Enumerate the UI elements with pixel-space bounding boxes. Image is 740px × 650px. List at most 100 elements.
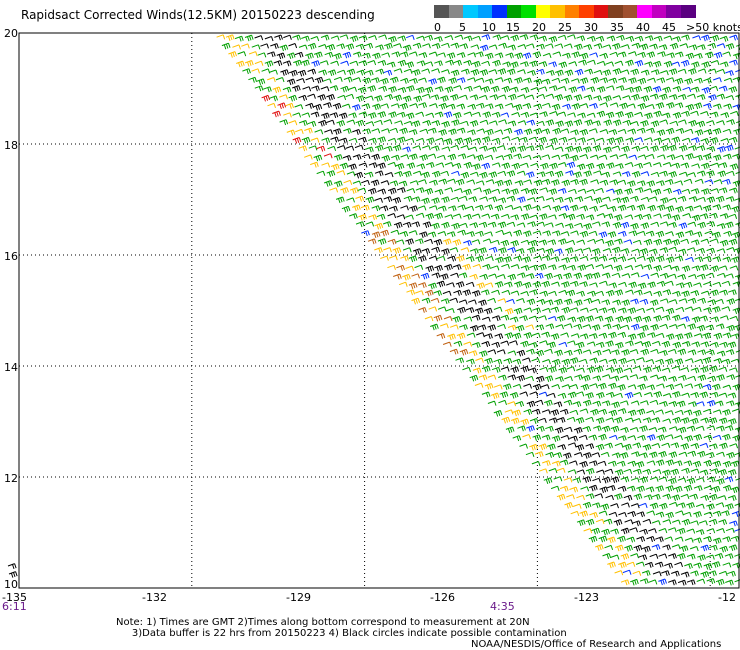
colorbar-segment: [666, 5, 681, 18]
wind-barb: [661, 367, 671, 373]
wind-barb: [380, 103, 389, 109]
wind-barb: [454, 34, 464, 40]
wind-barb: [490, 213, 500, 220]
wind-barb: [717, 495, 727, 501]
wind-barb: [522, 281, 532, 289]
wind-barb: [588, 230, 598, 236]
wind-barb: [677, 477, 687, 483]
wind-barb: [609, 154, 619, 160]
wind-barb: [564, 69, 574, 77]
wind-barb: [557, 444, 567, 450]
wind-barb: [374, 222, 384, 230]
wind-barb: [346, 119, 356, 125]
wind-barb: [484, 204, 494, 211]
wind-barb: [316, 170, 326, 176]
wind-barb: [625, 86, 634, 93]
wind-barb: [706, 221, 716, 228]
wind-barb: [648, 196, 658, 202]
wind-barb: [481, 213, 491, 219]
wind-barb: [323, 153, 333, 159]
wind-barb: [520, 188, 530, 194]
wind-barb: [601, 528, 610, 536]
wind-barb: [625, 340, 634, 347]
wind-barb: [416, 35, 425, 41]
wind-barb: [430, 94, 440, 101]
wind-barb: [668, 299, 678, 305]
wind-barb: [634, 111, 643, 118]
wind-barb: [462, 289, 471, 296]
wind-barb: [696, 145, 706, 152]
wind-barb: [263, 86, 272, 93]
wind-barb: [538, 443, 548, 451]
wind-barb: [653, 213, 662, 219]
wind-barb: [725, 43, 735, 50]
wind-barb: [536, 68, 545, 75]
wind-barb: [567, 316, 577, 323]
wind-barb: [528, 136, 538, 142]
wind-barb: [683, 409, 693, 416]
wind-barb: [527, 221, 536, 228]
wind-barb: [691, 61, 700, 69]
wind-barb: [589, 52, 599, 58]
wind-barb: [388, 36, 397, 43]
wind-barb: [514, 128, 523, 136]
wind-barb: [693, 231, 703, 238]
wind-barb: [302, 86, 312, 92]
wind-barb: [592, 477, 601, 483]
wind-barb: [660, 144, 669, 152]
wind-barb: [716, 528, 725, 534]
wind-barb: [374, 119, 383, 125]
wind-barb: [734, 274, 740, 281]
wind-barb: [538, 263, 547, 271]
wind-barb: [628, 281, 637, 289]
wind-barb: [471, 239, 481, 245]
wind-barb: [688, 196, 698, 203]
wind-barb: [351, 104, 361, 111]
wind-barb: [557, 111, 567, 117]
wind-barb: [642, 545, 651, 553]
wind-barb: [531, 408, 541, 415]
wind-barb: [382, 221, 392, 228]
wind-barb: [719, 213, 729, 219]
wind-barb: [636, 255, 646, 261]
wind-barb: [446, 282, 455, 288]
wind-barb: [636, 307, 646, 313]
wind-barb: [733, 52, 740, 60]
wind-barb: [455, 281, 465, 288]
wind-barb: [456, 332, 466, 340]
wind-barb: [631, 93, 640, 101]
wind-barb: [444, 264, 453, 271]
wind-barb: [411, 196, 421, 203]
wind-barb: [655, 306, 665, 312]
wind-barb: [463, 240, 472, 246]
wind-barb: [337, 69, 346, 75]
wind-barb: [520, 87, 530, 93]
wind-barb: [666, 154, 676, 161]
wind-barb: [497, 274, 506, 280]
wind-barb: [714, 400, 724, 407]
wind-barb: [557, 34, 567, 40]
wind-barb: [368, 35, 377, 41]
wind-barb: [684, 128, 694, 134]
wind-barb: [691, 265, 701, 272]
wind-barb: [703, 103, 712, 109]
wind-barb: [504, 204, 514, 211]
wind-barb: [684, 435, 694, 442]
wind-barb: [600, 503, 610, 511]
wind-barb: [652, 60, 662, 68]
wind-barb: [704, 230, 714, 236]
wind-barb: [374, 95, 383, 102]
wind-barb: [719, 239, 729, 247]
wind-barb: [310, 161, 319, 168]
wind-barb: [357, 187, 367, 193]
wind-barb: [639, 298, 649, 305]
wind-barb: [578, 358, 588, 364]
wind-barb: [618, 357, 627, 365]
wind-barb: [378, 34, 388, 40]
wind-barb: [569, 384, 579, 390]
wind-barb: [479, 69, 489, 76]
wind-barb: [573, 119, 583, 126]
wind-barb: [232, 44, 241, 50]
wind-barb: [614, 416, 623, 424]
wind-barb: [591, 221, 601, 227]
